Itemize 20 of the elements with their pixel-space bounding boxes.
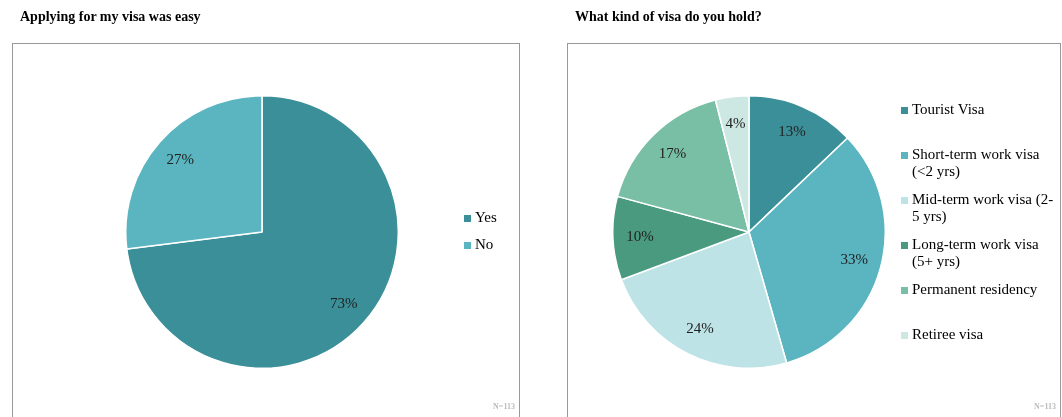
data-label: 27% [166,150,194,167]
data-label: 33% [840,251,868,268]
legend-label: Tourist Visa [912,101,985,118]
legend-label: Retiree visa [912,326,984,343]
legend-label: Yes [475,209,497,226]
data-label: 24% [686,320,714,337]
chart-title: Applying for my visa was easy [20,9,201,25]
data-label: 4% [725,114,746,131]
chart-title: What kind of visa do you hold? [575,9,762,25]
data-label: 17% [658,145,687,162]
legend-label: No [475,236,494,253]
legend-label: Permanent residency [912,281,1038,298]
text: N=113 [1034,402,1056,411]
data-label: 13% [778,122,806,139]
legend-label: Long-term work visa (5+ yrs) [912,236,1040,270]
data-label: 73% [330,295,358,312]
data-label: 10% [626,228,654,245]
text: N=113 [493,402,515,411]
legend-label: Short-term work visa (<2 yrs) [912,146,1041,180]
legend-label: Mid-term work visa (2-5 yrs) [912,191,1055,225]
